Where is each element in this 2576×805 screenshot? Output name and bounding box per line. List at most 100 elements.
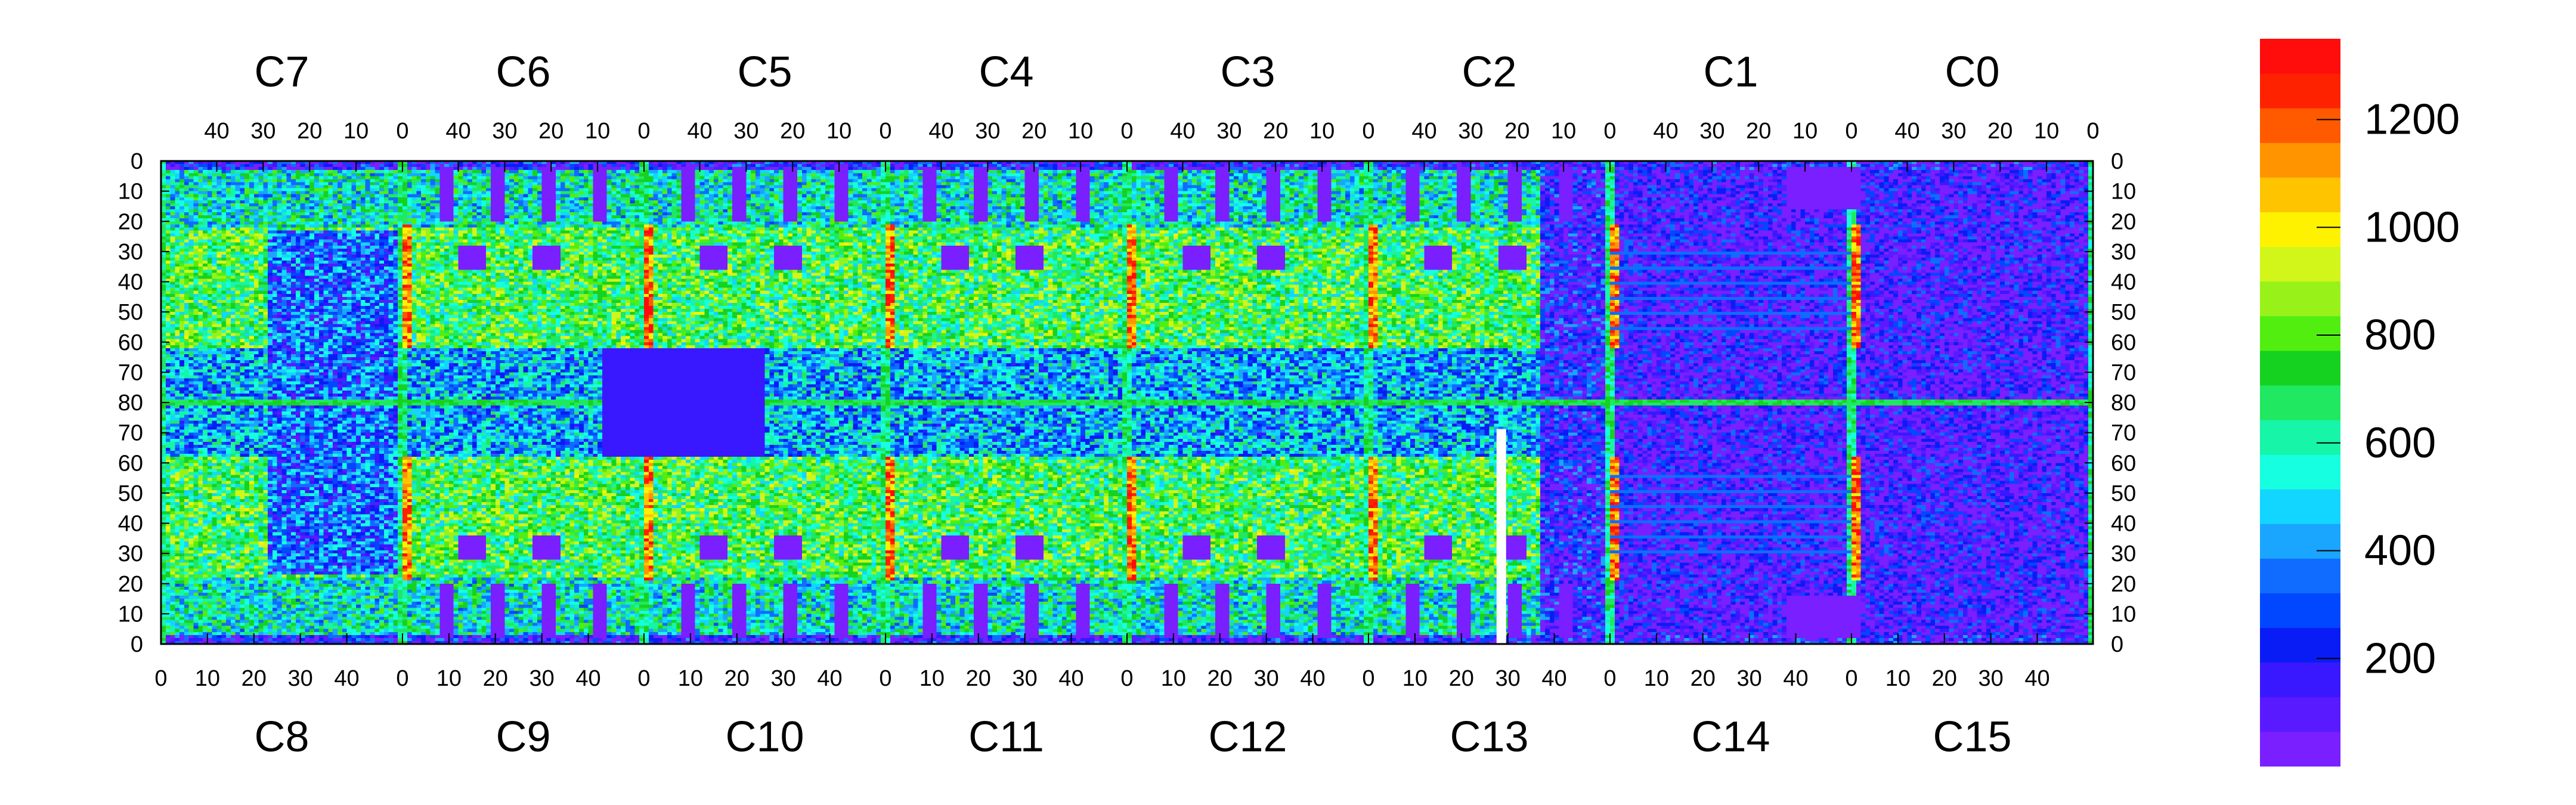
colorbar-segment	[2260, 731, 2340, 767]
masked-column	[1496, 429, 1506, 644]
x-tick-top: 10	[2034, 119, 2059, 144]
y-tick-left: 10	[118, 179, 143, 205]
x-tick-bottom: 10	[1161, 666, 1186, 691]
x-tick-top: 30	[1699, 119, 1724, 144]
x-tick-top: 10	[1309, 119, 1335, 144]
colorbar-segment	[2260, 177, 2340, 212]
y-tick-right: 70	[2111, 421, 2136, 446]
y-tick-right: 60	[2111, 330, 2136, 355]
colorbar-segment	[2260, 454, 2340, 490]
colorbar-segment	[2260, 662, 2340, 698]
x-tick-top: 30	[250, 119, 275, 144]
x-tick-bottom: 10	[678, 666, 703, 691]
x-tick-top: 0	[637, 119, 650, 144]
chip-label-top: C3	[1220, 48, 1275, 96]
x-tick-bottom: 40	[334, 666, 359, 691]
chip-label-bottom: C13	[1450, 713, 1528, 761]
y-tick-right: 60	[2111, 451, 2136, 476]
y-tick-left: 20	[118, 572, 143, 597]
y-tick-left: 30	[118, 240, 143, 265]
x-tick-bottom: 20	[966, 666, 991, 691]
y-tick-right: 10	[2111, 179, 2136, 205]
x-tick-top: 20	[1263, 119, 1288, 144]
y-tick-left: 40	[118, 512, 143, 537]
y-tick-left: 20	[118, 209, 143, 234]
x-tick-bottom: 0	[396, 666, 408, 691]
y-tick-left: 0	[131, 632, 143, 657]
x-tick-bottom: 0	[1120, 666, 1133, 691]
x-tick-top: 20	[1504, 119, 1530, 144]
x-tick-top: 0	[1603, 119, 1616, 144]
y-tick-right: 0	[2111, 632, 2123, 657]
x-tick-top: 30	[1216, 119, 1241, 144]
y-tick-left: 70	[118, 421, 143, 446]
x-tick-top: 10	[343, 119, 369, 144]
y-tick-right: 80	[2111, 391, 2136, 416]
colorbar-segment	[2260, 108, 2340, 143]
y-tick-right: 50	[2111, 300, 2136, 325]
x-tick-top: 40	[1411, 119, 1436, 144]
x-tick-bottom: 30	[1013, 666, 1038, 691]
y-tick-left: 40	[118, 270, 143, 295]
x-tick-bottom: 20	[1932, 666, 1957, 691]
x-tick-top: 10	[1792, 119, 1818, 144]
chip-label-top: C5	[737, 48, 792, 96]
colorbar-tick-label: 800	[2364, 311, 2436, 359]
x-tick-bottom: 30	[1254, 666, 1279, 691]
colorbar-segment	[2260, 350, 2340, 386]
colorbar-segment	[2260, 315, 2340, 351]
y-tick-left: 80	[118, 391, 143, 416]
x-tick-bottom: 30	[1979, 666, 2004, 691]
x-tick-top: 10	[826, 119, 852, 144]
colorbar-segment	[2260, 627, 2340, 663]
y-tick-right: 70	[2111, 360, 2136, 385]
y-tick-left: 70	[118, 360, 143, 385]
chip-label-top: C0	[1945, 48, 1999, 96]
x-tick-top: 0	[1845, 119, 1857, 144]
chip-label-bottom: C12	[1208, 713, 1287, 761]
x-tick-top: 30	[733, 119, 758, 144]
colorbar-segment	[2260, 593, 2340, 628]
x-tick-bottom: 10	[919, 666, 945, 691]
x-tick-bottom: 20	[724, 666, 750, 691]
y-tick-left: 50	[118, 481, 143, 506]
y-tick-left: 10	[118, 602, 143, 627]
colorbar-segment	[2260, 696, 2340, 732]
x-tick-top: 40	[1653, 119, 1678, 144]
y-tick-right: 40	[2111, 270, 2136, 295]
heatmap	[160, 160, 2094, 645]
colorbar-tick-label: 1000	[2364, 203, 2460, 251]
x-tick-bottom: 10	[1644, 666, 1669, 691]
x-tick-top: 0	[1362, 119, 1374, 144]
x-tick-bottom: 20	[483, 666, 508, 691]
x-tick-bottom: 30	[530, 666, 555, 691]
x-tick-top: 30	[1458, 119, 1483, 144]
colorbar-segment	[2260, 489, 2340, 524]
y-tick-right: 40	[2111, 512, 2136, 537]
x-tick-bottom: 0	[154, 666, 167, 691]
x-tick-bottom: 30	[288, 666, 313, 691]
x-tick-top: 40	[928, 119, 953, 144]
chip-label-bottom: C8	[254, 713, 309, 761]
x-tick-bottom: 40	[817, 666, 842, 691]
y-tick-right: 10	[2111, 602, 2136, 627]
x-tick-top: 10	[1551, 119, 1576, 144]
x-tick-top: 20	[1021, 119, 1046, 144]
x-tick-top: 40	[445, 119, 470, 144]
x-tick-top: 0	[396, 119, 408, 144]
colorbar-segment	[2260, 143, 2340, 178]
x-tick-bottom: 0	[1845, 666, 1857, 691]
chip-label-top: C2	[1462, 48, 1516, 96]
x-tick-bottom: 40	[1058, 666, 1083, 691]
x-tick-top: 20	[1987, 119, 2012, 144]
colorbar-tick-label: 1200	[2364, 96, 2460, 144]
x-tick-bottom: 20	[1690, 666, 1716, 691]
x-tick-top: 30	[975, 119, 1000, 144]
x-tick-top: 40	[1894, 119, 1919, 144]
x-tick-bottom: 10	[195, 666, 220, 691]
x-tick-bottom: 0	[879, 666, 891, 691]
chip-label-top: C4	[979, 48, 1033, 96]
colorbar-tick-label: 600	[2364, 419, 2436, 467]
x-tick-top: 10	[1068, 119, 1093, 144]
chip-label-bottom: C14	[1691, 713, 1770, 761]
